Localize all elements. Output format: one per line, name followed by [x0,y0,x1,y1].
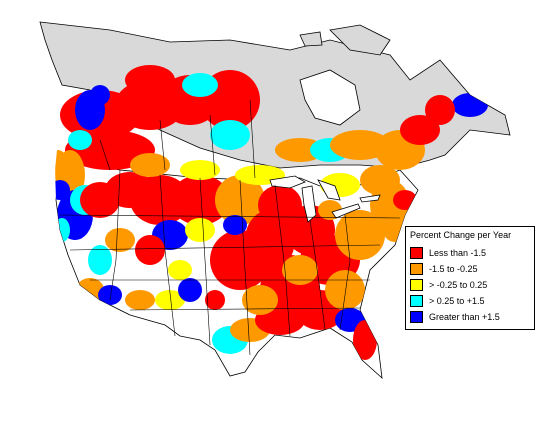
trend-patch [210,230,270,290]
hudson-bay [299,69,361,126]
great-lakes [269,175,381,223]
legend-swatch [410,279,423,291]
trend-patch [210,120,250,150]
legend-title: Percent Change per Year [410,230,512,240]
trend-patch [90,85,110,105]
legend-label: Greater than +1.5 [429,312,500,322]
trend-patch [185,218,215,242]
trend-patch [335,210,385,260]
trend-patch [330,130,390,160]
legend-item: Greater than +1.5 [410,309,530,325]
trend-patch [68,130,92,150]
trend-patch [353,320,377,360]
trend-patches [50,65,488,360]
trend-patch [170,175,230,225]
trend-patch [275,138,325,162]
trend-patch [98,285,122,305]
legend-item: > 0.25 to +1.5 [410,293,530,309]
trend-patch [205,290,225,310]
trend-patch [50,150,66,170]
legend-item: > -0.25 to 0.25 [410,277,530,293]
legend-label: Less than -1.5 [429,248,487,258]
trend-patch [282,255,318,285]
trend-patch [215,175,265,225]
trend-patch [88,245,112,275]
legend-label: > 0.25 to +1.5 [429,296,485,306]
trend-patch [425,95,455,125]
legend-label: > -0.25 to 0.25 [429,280,488,290]
legend-swatch [410,247,423,259]
legend-item: Less than -1.5 [410,245,530,261]
trend-patch [155,290,185,310]
legend-swatch [410,311,423,323]
trend-patch [125,65,175,95]
trend-patch [50,180,70,200]
state-borders [59,99,401,356]
trend-patch [452,93,488,117]
trend-patch [130,153,170,177]
trend-patch [178,278,202,302]
trend-patch [125,290,155,310]
trend-patch [168,260,192,280]
trend-patch [325,270,365,310]
trend-patch [54,218,70,242]
trend-patch [135,235,165,265]
trend-patch [182,73,218,97]
trend-patch [393,190,417,210]
trend-patch [400,115,440,145]
trend-patch [223,215,247,235]
legend-swatch [410,295,423,307]
arctic-islands [299,24,391,56]
legend-label: -1.5 to -0.25 [429,264,478,274]
trend-patch [383,218,407,242]
legend-swatch [410,263,423,275]
trend-patch [360,165,400,195]
legend-item: -1.5 to -0.25 [410,261,530,277]
map-legend: Percent Change per Year Less than -1.5 -… [405,226,535,330]
trend-patch [242,285,278,315]
trend-patch [180,160,220,180]
trend-patch [105,228,135,252]
